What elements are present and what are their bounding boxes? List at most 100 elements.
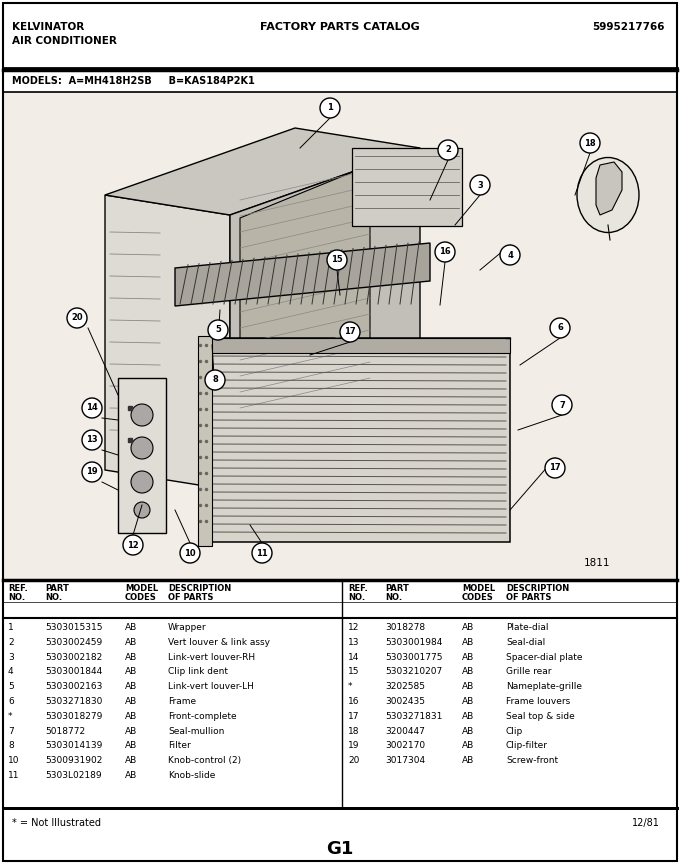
Bar	[200, 338, 510, 353]
Circle shape	[470, 175, 490, 195]
Text: 4: 4	[8, 667, 14, 677]
Text: Link-vert louver-RH: Link-vert louver-RH	[168, 652, 255, 662]
Circle shape	[580, 133, 600, 153]
Text: AB: AB	[125, 623, 137, 632]
Circle shape	[205, 370, 225, 390]
Text: 3018278: 3018278	[385, 623, 425, 632]
Text: AB: AB	[125, 771, 137, 780]
Text: 5303014139: 5303014139	[45, 741, 103, 751]
Text: 5303L02189: 5303L02189	[45, 771, 101, 780]
Text: 3017304: 3017304	[385, 756, 425, 766]
Text: Filter: Filter	[168, 741, 191, 751]
Text: * = Not Illustrated: * = Not Illustrated	[12, 818, 101, 828]
Text: MODELS:  A=MH418H2SB     B=KAS184P2K1: MODELS: A=MH418H2SB B=KAS184P2K1	[12, 76, 255, 86]
Polygon shape	[230, 148, 420, 490]
Text: 18: 18	[584, 138, 596, 148]
Text: AB: AB	[462, 712, 474, 721]
Circle shape	[123, 535, 143, 555]
Text: AB: AB	[125, 712, 137, 721]
Bar	[3, 92, 677, 580]
Circle shape	[550, 318, 570, 338]
Text: Screw-front: Screw-front	[506, 756, 558, 766]
Text: Clip: Clip	[506, 727, 523, 735]
Text: 13: 13	[348, 638, 360, 647]
Text: 5303002459: 5303002459	[45, 638, 102, 647]
Text: Link-vert louver-LH: Link-vert louver-LH	[168, 683, 254, 691]
Text: Plate-dial: Plate-dial	[506, 623, 549, 632]
Text: 11: 11	[8, 771, 20, 780]
Text: 16: 16	[439, 247, 451, 257]
Circle shape	[82, 398, 102, 418]
Text: REF.: REF.	[8, 584, 28, 593]
Circle shape	[131, 471, 153, 493]
Text: 6: 6	[557, 323, 563, 333]
Bar	[352, 148, 462, 226]
Text: 1811: 1811	[583, 558, 610, 568]
Text: 5303210207: 5303210207	[385, 667, 442, 677]
Text: Seal-dial: Seal-dial	[506, 638, 545, 647]
Text: Clip link dent: Clip link dent	[168, 667, 228, 677]
Text: AB: AB	[125, 756, 137, 766]
Text: 8: 8	[8, 741, 14, 751]
Circle shape	[340, 322, 360, 342]
Text: CODES: CODES	[462, 593, 494, 602]
Text: MODEL: MODEL	[462, 584, 495, 593]
Circle shape	[435, 242, 455, 262]
Text: KELVINATOR: KELVINATOR	[12, 22, 84, 32]
Text: AB: AB	[125, 652, 137, 662]
Text: 19: 19	[86, 467, 98, 477]
Text: 12: 12	[348, 623, 359, 632]
Text: 20: 20	[348, 756, 359, 766]
Polygon shape	[240, 165, 370, 448]
Text: *: *	[348, 683, 352, 691]
Bar	[198, 336, 212, 546]
Circle shape	[552, 395, 572, 415]
Text: AB: AB	[125, 683, 137, 691]
Text: Clip-filter: Clip-filter	[506, 741, 548, 751]
Text: Knob-slide: Knob-slide	[168, 771, 216, 780]
Text: 5303002182: 5303002182	[45, 652, 102, 662]
Text: AB: AB	[125, 667, 137, 677]
Text: 6: 6	[8, 697, 14, 706]
Text: PART: PART	[385, 584, 409, 593]
Circle shape	[67, 308, 87, 328]
Text: 11: 11	[256, 549, 268, 557]
Text: 5303001775: 5303001775	[385, 652, 443, 662]
Text: OF PARTS: OF PARTS	[506, 593, 551, 602]
Text: AB: AB	[462, 623, 474, 632]
Circle shape	[134, 502, 150, 518]
Text: PART: PART	[45, 584, 69, 593]
Text: MODEL: MODEL	[125, 584, 158, 593]
Text: DESCRIPTION: DESCRIPTION	[506, 584, 569, 593]
Text: 4: 4	[507, 251, 513, 259]
Circle shape	[208, 320, 228, 340]
Text: 3200447: 3200447	[385, 727, 425, 735]
Circle shape	[327, 250, 347, 270]
Text: 14: 14	[86, 403, 98, 412]
Circle shape	[131, 437, 153, 459]
Polygon shape	[105, 195, 230, 490]
Text: 3: 3	[8, 652, 14, 662]
Polygon shape	[200, 338, 510, 542]
Text: CODES: CODES	[125, 593, 157, 602]
Text: 5018772: 5018772	[45, 727, 85, 735]
Text: Wrapper: Wrapper	[168, 623, 207, 632]
Circle shape	[131, 404, 153, 426]
Text: FACTORY PARTS CATALOG: FACTORY PARTS CATALOG	[260, 22, 420, 32]
Text: 8: 8	[212, 376, 218, 384]
Text: 1: 1	[8, 623, 14, 632]
Text: DESCRIPTION: DESCRIPTION	[168, 584, 231, 593]
Text: Spacer-dial plate: Spacer-dial plate	[506, 652, 583, 662]
Polygon shape	[596, 162, 622, 215]
Text: 17: 17	[348, 712, 360, 721]
Text: 5303015315: 5303015315	[45, 623, 103, 632]
Text: AB: AB	[125, 697, 137, 706]
Text: 19: 19	[348, 741, 360, 751]
Text: 7: 7	[559, 401, 565, 410]
Circle shape	[82, 462, 102, 482]
Bar	[118, 378, 166, 533]
Text: AB: AB	[125, 727, 137, 735]
Text: Front-complete: Front-complete	[168, 712, 237, 721]
Text: 12: 12	[127, 541, 139, 550]
Ellipse shape	[577, 157, 639, 232]
